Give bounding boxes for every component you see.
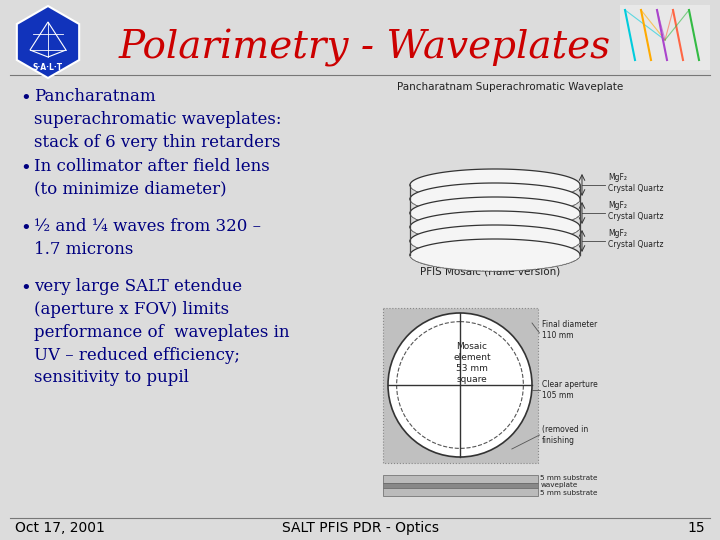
Ellipse shape [410, 197, 580, 229]
Text: SALT PFIS PDR - Optics: SALT PFIS PDR - Optics [282, 521, 438, 535]
Ellipse shape [410, 239, 580, 271]
Text: Polarimetry - Waveplates: Polarimetry - Waveplates [119, 29, 611, 67]
Text: Oct 17, 2001: Oct 17, 2001 [15, 521, 105, 535]
Bar [382, 488, 538, 496]
Ellipse shape [410, 211, 580, 243]
Text: ½ and ¼ waves from 320 –
1.7 microns: ½ and ¼ waves from 320 – 1.7 microns [34, 218, 261, 258]
Text: MgF₂
Crystal Quartz: MgF₂ Crystal Quartz [608, 173, 664, 193]
Text: •: • [20, 90, 31, 108]
Text: MgF₂
Crystal Quartz: MgF₂ Crystal Quartz [608, 201, 664, 221]
Text: Pancharatnam
superachromatic waveplates:
stack of 6 very thin retarders: Pancharatnam superachromatic waveplates:… [34, 88, 282, 151]
Text: waveplate: waveplate [541, 482, 578, 488]
Text: PFIS Mosaic (Halle version): PFIS Mosaic (Halle version) [420, 266, 560, 276]
Text: (removed in
finishing: (removed in finishing [541, 426, 588, 445]
Bar [382, 483, 538, 488]
Polygon shape [17, 6, 79, 78]
Text: 15: 15 [688, 521, 705, 535]
Ellipse shape [410, 183, 580, 215]
Text: Pancharatnam Superachromatic Waveplate: Pancharatnam Superachromatic Waveplate [397, 82, 623, 92]
Text: 5 mm substrate: 5 mm substrate [541, 490, 598, 496]
Text: In collimator after field lens
(to minimize diameter): In collimator after field lens (to minim… [34, 158, 270, 198]
Bar [620, 5, 710, 70]
Text: •: • [20, 280, 31, 298]
Text: MgF₂
Crystal Quartz: MgF₂ Crystal Quartz [608, 230, 664, 249]
Text: Mosaic
element
53 mm
square: Mosaic element 53 mm square [453, 342, 491, 384]
Text: •: • [20, 220, 31, 238]
Ellipse shape [410, 225, 580, 257]
Text: 5 mm substrate: 5 mm substrate [541, 475, 598, 481]
Ellipse shape [410, 169, 580, 201]
Circle shape [388, 313, 532, 457]
Bar [382, 475, 538, 483]
Text: very large SALT etendue
(aperture x FOV) limits
performance of  waveplates in
UV: very large SALT etendue (aperture x FOV)… [34, 278, 289, 387]
Bar [382, 307, 538, 462]
Text: Clear aperture
105 mm: Clear aperture 105 mm [541, 380, 598, 400]
Text: •: • [20, 160, 31, 178]
Text: S·A·L·T: S·A·L·T [33, 64, 63, 72]
Text: Final diameter
110 mm: Final diameter 110 mm [541, 320, 597, 340]
